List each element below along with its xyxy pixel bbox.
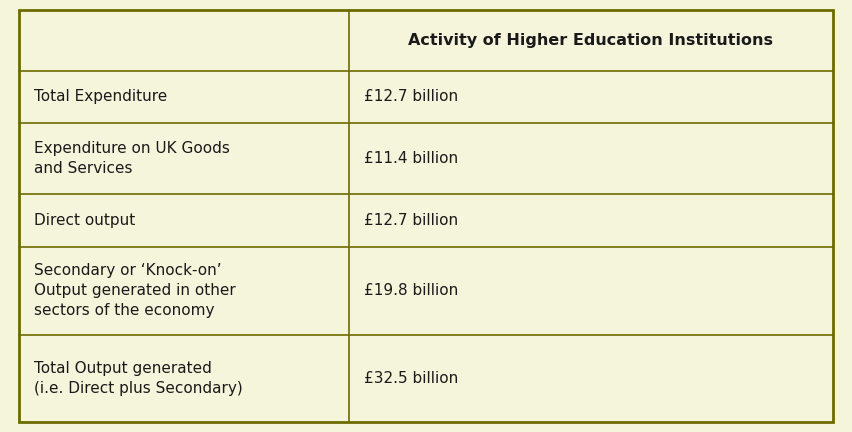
Text: £19.8 billion: £19.8 billion bbox=[364, 283, 458, 298]
Text: Activity of Higher Education Institutions: Activity of Higher Education Institution… bbox=[408, 32, 774, 48]
Text: £32.5 billion: £32.5 billion bbox=[364, 371, 458, 386]
Text: Expenditure on UK Goods
and Services: Expenditure on UK Goods and Services bbox=[34, 141, 230, 176]
Text: £11.4 billion: £11.4 billion bbox=[364, 151, 458, 166]
Text: £12.7 billion: £12.7 billion bbox=[364, 213, 458, 228]
Text: £12.7 billion: £12.7 billion bbox=[364, 89, 458, 105]
Text: Total Output generated
(i.e. Direct plus Secondary): Total Output generated (i.e. Direct plus… bbox=[34, 361, 243, 396]
Text: Total Expenditure: Total Expenditure bbox=[34, 89, 167, 105]
Text: Direct output: Direct output bbox=[34, 213, 135, 228]
Text: Secondary or ‘Knock-on’
Output generated in other
sectors of the economy: Secondary or ‘Knock-on’ Output generated… bbox=[34, 263, 236, 318]
